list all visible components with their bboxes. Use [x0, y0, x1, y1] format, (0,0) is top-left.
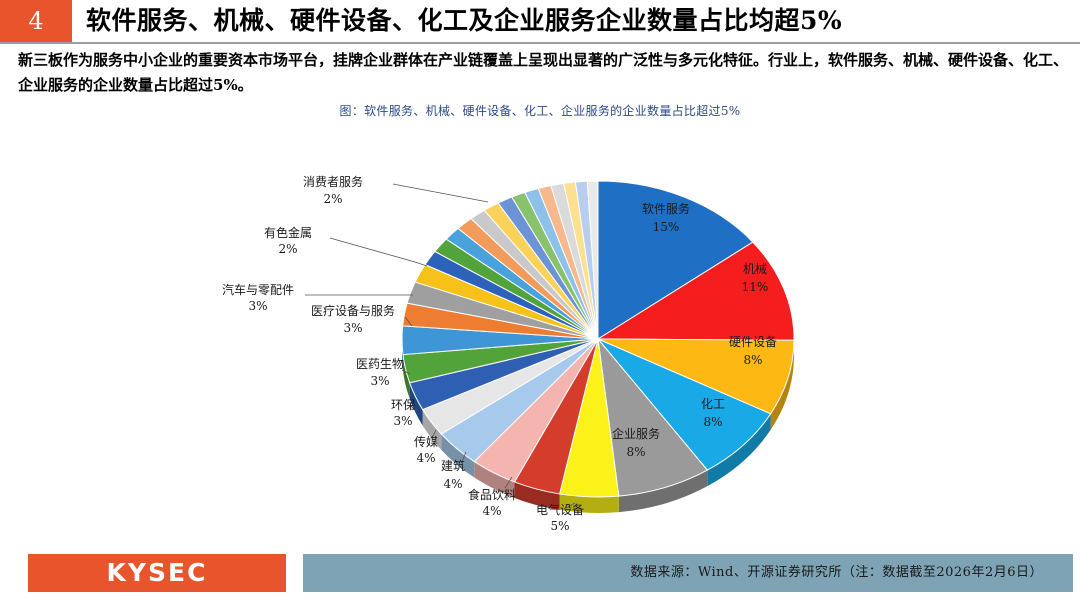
slice-label-7: 建筑 [441, 458, 465, 473]
pie-slice-3 [597, 338, 772, 471]
leader-line-15 [329, 237, 428, 267]
pie-slice-side-10 [409, 382, 423, 426]
pie-slice-side-6 [514, 481, 560, 510]
slice-label-6: 食品饮料 [468, 487, 516, 502]
title-bar: 4 软件服务、机械、硬件设备、化工及企业服务企业数量占比均超5% [0, 0, 1080, 42]
slice-label-15: 有色金属 [264, 225, 312, 240]
page-title: 软件服务、机械、硬件设备、化工及企业服务企业数量占比均超5% [86, 6, 843, 35]
slice-percent-2: 8% [743, 353, 762, 367]
slice-label-2: 硬件设备 [729, 335, 777, 349]
pie-slice-0 [597, 180, 754, 340]
slice-label-5: 电气设备 [536, 502, 584, 517]
leader-line-7 [461, 451, 467, 463]
section-number: 4 [0, 0, 72, 42]
pie-slice-side-5 [559, 493, 619, 513]
leader-line-22 [392, 183, 489, 203]
leader-line-5 [565, 502, 576, 509]
slice-label-22: 消费者服务 [303, 174, 363, 189]
slice-label-4: 企业服务 [612, 426, 660, 441]
slice-label-12: 汽车与零配件 [222, 282, 294, 297]
slice-label-1: 机械 [743, 261, 767, 276]
slice-label-0: 软件服务 [642, 201, 690, 216]
slice-percent-8: 4% [416, 451, 435, 465]
slice-label-10: 医药生物 [356, 357, 404, 371]
slice-label-9: 环保 [391, 398, 415, 412]
slice-percent-7: 4% [443, 477, 462, 491]
slice-percent-1: 11% [742, 280, 769, 294]
pie-slice-4 [597, 337, 709, 497]
kysec-logo: KYSEC [28, 554, 286, 592]
title-divider [0, 42, 1080, 44]
slice-percent-3: 8% [703, 415, 722, 429]
slice-percent-0: 15% [653, 220, 680, 234]
pie-slice-side-2 [770, 340, 794, 430]
slice-percent-5: 5% [550, 519, 569, 533]
pie-slice-side-8 [441, 433, 475, 478]
slice-label-11: 医疗设备与服务 [311, 303, 395, 318]
pie-slice-side-3 [707, 413, 771, 487]
slice-label-3: 化工 [701, 397, 725, 411]
slice-percent-15: 2% [278, 242, 297, 256]
leader-line-10 [401, 369, 411, 375]
leader-line-6 [504, 476, 513, 489]
pie-slice-1 [596, 241, 795, 341]
slice-percent-9: 3% [393, 414, 412, 428]
slice-percent-10: 3% [370, 374, 389, 388]
data-source-note: 数据来源：Wind、开源证券研究所（注：数据截至2026年2月6日） [303, 554, 1073, 592]
slice-percent-22: 2% [323, 192, 342, 206]
slice-percent-12: 3% [248, 299, 267, 313]
pie-slice-2 [597, 338, 795, 415]
slice-label-8: 传媒 [414, 434, 438, 449]
pie-slice-side-9 [422, 409, 442, 450]
slice-percent-11: 3% [343, 321, 362, 335]
pie-slice-side-7 [474, 461, 515, 498]
leader-line-9 [409, 408, 418, 411]
leader-line-8 [431, 429, 437, 439]
slice-percent-6: 4% [482, 504, 501, 518]
intro-paragraph: 新三板作为服务中小企业的重要资本市场平台，挂牌企业群体在产业链覆盖上呈现出显著的… [18, 51, 1069, 94]
pie-slice-29 [586, 180, 599, 340]
slice-percent-4: 8% [626, 445, 645, 459]
leader-line-11 [404, 316, 413, 327]
figure-caption: 图：软件服务、机械、硬件设备、化工、企业服务的企业数量占比超过5% [339, 104, 741, 118]
